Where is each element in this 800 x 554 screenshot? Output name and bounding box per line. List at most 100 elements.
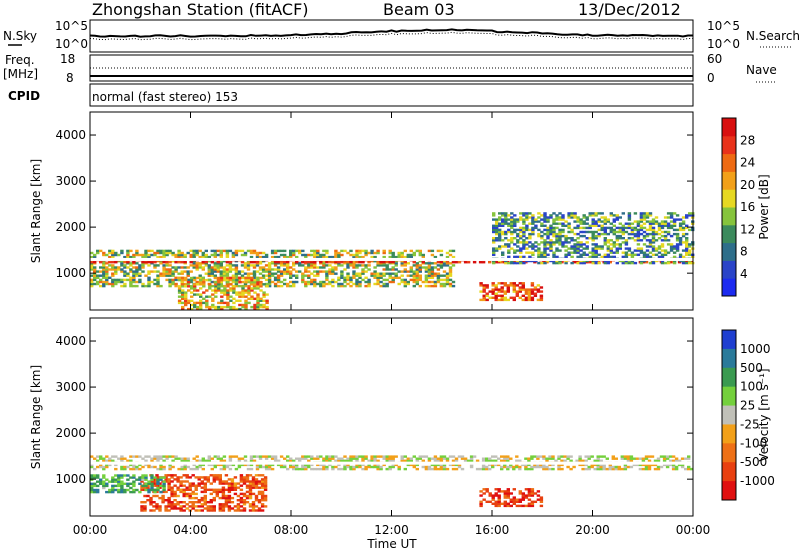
echo-cell [171,260,175,263]
echo-cell [99,266,103,269]
echo-cell [219,264,223,267]
echo-cell [624,241,629,244]
echo-cell [165,264,169,267]
echo-cell [108,276,112,279]
echo-cell [310,278,314,282]
echo-cell [448,284,453,288]
echo-cell [105,482,109,485]
echo-cell [492,251,496,254]
echo-cell [162,249,166,253]
echo-cell [376,249,380,253]
echo-cell [224,496,229,500]
echo-cell [445,272,450,275]
echo-cell [641,467,646,471]
echo-cell [609,249,613,252]
echo-cell [539,504,544,508]
echo-cell [129,459,133,462]
echo-cell [522,212,526,215]
echo-cell [138,476,142,479]
echo-cell [597,247,601,250]
echo-cell [192,262,196,265]
echo-cell [656,465,661,469]
echo-cell [198,459,202,462]
echo-cell [230,507,235,510]
echo-cell [159,455,163,458]
echo-cell [516,234,520,238]
echo-cell [213,463,217,467]
echo-cell [231,455,236,458]
echo-cell [531,226,535,230]
echo-cell [319,467,323,471]
echo-cell [507,249,511,252]
echo-cell [162,467,166,471]
echo-cell [259,297,263,300]
echo-cell [540,253,544,256]
echo-cell [114,463,118,467]
echo-cell [319,455,323,458]
echo-cell [479,500,483,503]
echo-cell [114,272,118,275]
echo-cell [307,274,311,277]
echo-cell [492,214,496,217]
echo-cell [138,280,142,284]
echo-cell [201,268,205,271]
echo-cell [114,282,118,286]
echo-cell [313,278,317,282]
echo-cell [433,463,438,467]
echo-cell [129,276,133,279]
echo-cell [108,261,112,264]
echo-cell [206,501,210,504]
echo-cell [504,222,508,225]
echo-cell [418,268,422,271]
echo-cell [530,467,534,471]
echo-cell [144,274,148,277]
echo-cell [129,249,133,253]
echo-cell [352,262,356,265]
echo-cell [615,234,619,238]
echo-cell [352,264,356,267]
echo-cell [512,290,516,293]
echo-cell [219,249,223,253]
echo-cell [196,276,200,280]
echo-cell [573,245,577,248]
echo-cell [319,255,323,259]
colorbar-swatch [722,386,736,407]
echo-cell [253,283,257,286]
echo-cell [203,507,207,510]
echo-cell [645,212,650,215]
echo-cell [504,230,508,234]
echo-cell [495,237,499,240]
echo-cell [633,253,638,256]
echo-cell [105,253,109,257]
echo-cell [639,249,644,252]
echo-cell [225,249,230,253]
echo-cell [457,463,462,467]
echo-cell [93,268,97,271]
echo-cell [267,278,272,282]
echo-cell [415,463,419,467]
echo-cell [644,465,649,469]
echo-cell [587,467,591,471]
echo-cell [90,282,94,286]
echo-cell [608,467,612,471]
echo-cell [193,283,197,286]
echo-cell [533,261,537,264]
echo-cell [406,262,410,265]
echo-cell [129,270,133,273]
echo-cell [235,291,239,294]
echo-cell [190,299,194,302]
echo-cell [618,245,622,248]
echo-cell [506,288,510,291]
echo-cell [599,465,603,469]
echo-cell [498,232,502,236]
echo-cell [433,266,438,269]
echo-cell [254,478,259,481]
echo-cell [494,261,498,264]
echo-cell [653,467,658,471]
echo-cell [325,274,329,277]
echo-cell [501,222,505,225]
echo-cell [403,249,407,253]
echo-cell [361,272,365,275]
echo-cell [217,305,221,309]
echo-cell [430,262,435,265]
